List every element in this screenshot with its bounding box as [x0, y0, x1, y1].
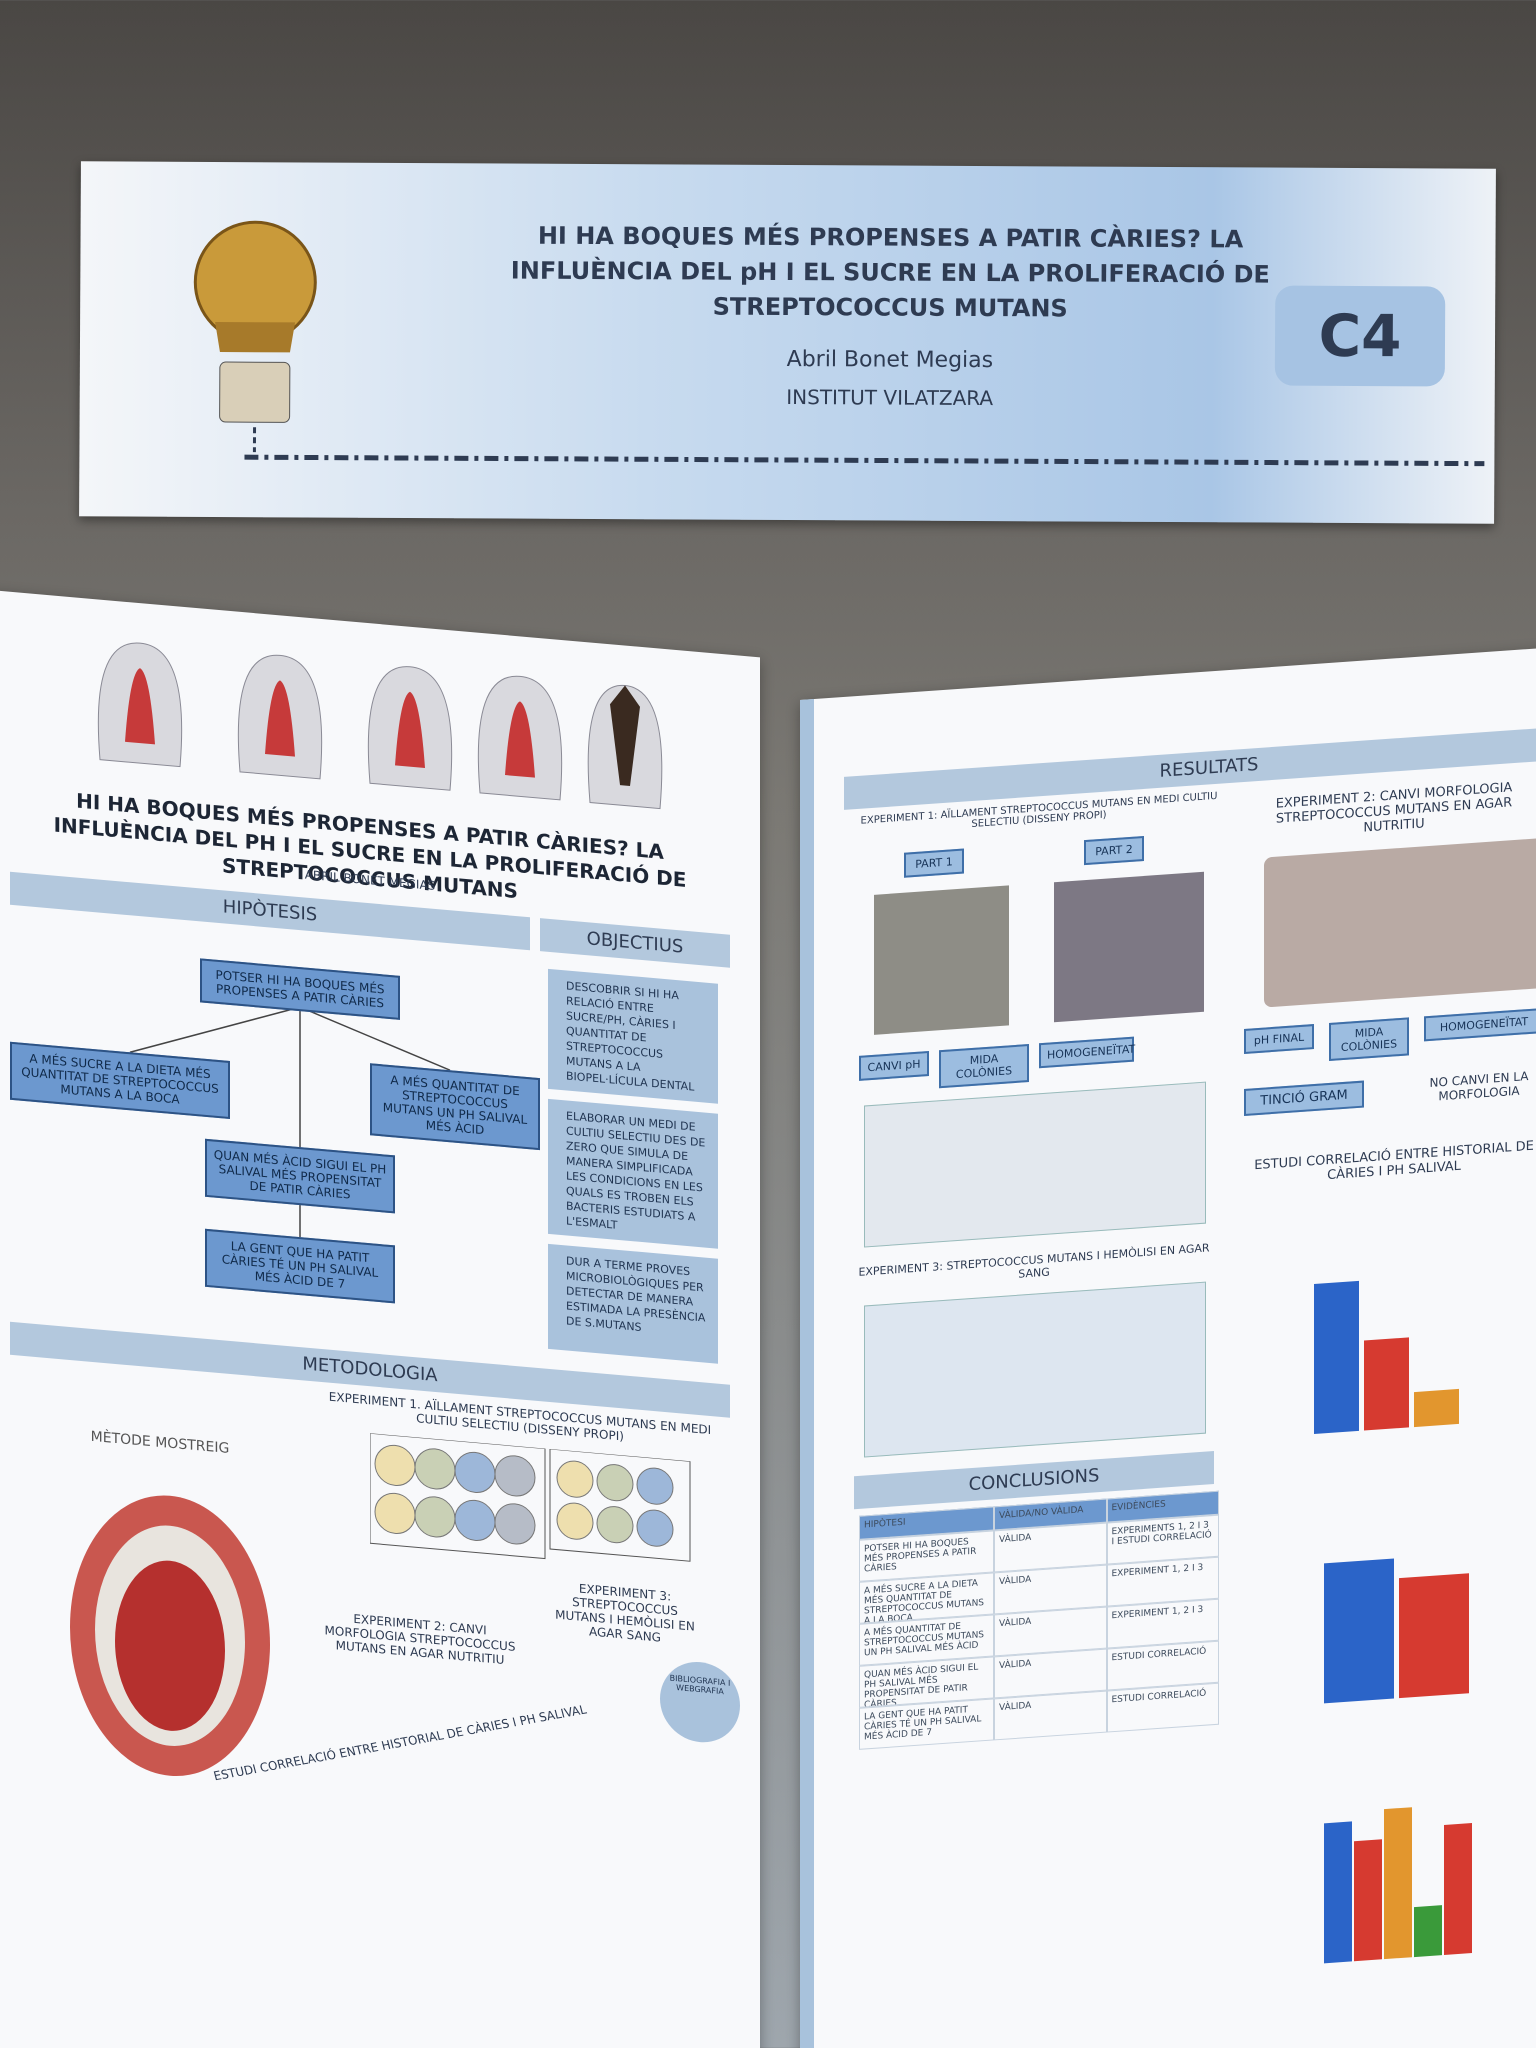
experiment-title: EXPERIMENT 2: CANVI MORFOLOGIA STREPTOCO… — [324, 1611, 516, 1668]
gram-tag: TINCIÓ GRAM — [1244, 1080, 1364, 1116]
conclusions-table: HIPÒTESI VÀLIDA/NO VÀLIDA EVIDÈNCIES POT… — [859, 1490, 1219, 1750]
banner-title: HI HA BOQUES MÉS PROPENSES A PATIR CÀRIE… — [510, 221, 1270, 323]
hypothesis-box: A MÉS QUANTITAT DE STREPTOCOCCUS MUTANS … — [370, 1063, 540, 1151]
left-poster: HI HA BOQUES MÉS PROPENSES A PATIR CÀRIE… — [0, 590, 760, 2048]
evidence-cell: ESTUDI CORRELACIÓ — [1106, 1682, 1219, 1733]
result-tag: MIDA COLÒNIES — [939, 1043, 1029, 1089]
validity-cell: VÀLIDA — [994, 1690, 1107, 1741]
mouth-illustration — [70, 1495, 270, 1777]
result-tag: MIDA COLÒNIES — [1329, 1017, 1409, 1062]
chart-images — [1314, 1280, 1472, 1964]
objective: ELABORAR UN MEDI DE CULTIU SELECTIU DES … — [548, 1098, 718, 1249]
part-label: PART 2 — [1084, 835, 1144, 866]
experiment-title: EXPERIMENT 3: STREPTOCOCCUS MUTANS I HEM… — [555, 1581, 695, 1645]
section-heading: OBJECTIUS — [540, 918, 730, 968]
plate-photo — [1264, 837, 1536, 1008]
gram-result: NO CANVI EN LA MORFOLOGIA — [1429, 1069, 1529, 1104]
objective: DESCOBRIR SI HI HA RELACIÓ ENTRE SUCRE/P… — [548, 968, 718, 1104]
right-poster: RESULTATS EXPERIMENT 1: AÏLLAMENT STREPT… — [800, 645, 1536, 2048]
bibliography: BIBLIOGRAFIA I WEBGRAFIA — [660, 1658, 740, 1746]
experiment-title: EXPERIMENT 2: CANVI MORFOLOGIA STREPTOCO… — [1275, 780, 1513, 836]
banner-author: Abril Bonet Megias — [786, 346, 994, 374]
sampling-title: MÈTODE MOSTREIG — [90, 1428, 230, 1457]
objective: DUR A TERME PROVES MICROBIOLÒGIQUES PER … — [548, 1243, 718, 1364]
result-tag: HOMOGENEÏTAT — [1039, 1036, 1135, 1069]
plate-photo — [1054, 871, 1204, 1023]
part-label: PART 1 — [904, 848, 964, 878]
hypothesis-cell: LA GENT QUE HA PATIT CÀRIES TÉ UN PH SAL… — [859, 1698, 994, 1750]
banner-code: C4 — [1274, 285, 1446, 387]
logo — [193, 220, 317, 453]
result-tag: CANVI pH — [859, 1050, 929, 1081]
petri-dishes — [370, 1433, 691, 1562]
result-tag: HOMOGENEÏTAT — [1424, 1007, 1536, 1042]
plate-photo — [874, 885, 1009, 1035]
teeth-illustration — [97, 642, 663, 810]
dotted-line — [244, 454, 1485, 467]
correlation-title: ESTUDI CORRELACIÓ ENTRE HISTORIAL DE CÀR… — [1254, 1138, 1534, 1184]
hemolysis-table — [864, 1281, 1206, 1458]
gram-table — [864, 1081, 1206, 1248]
result-tag: pH FINAL — [1244, 1024, 1314, 1054]
banner: HI HA BOQUES MÉS PROPENSES A PATIR CÀRIE… — [79, 161, 1496, 524]
banner-institute: INSTITUT VILATZARA — [786, 384, 994, 411]
